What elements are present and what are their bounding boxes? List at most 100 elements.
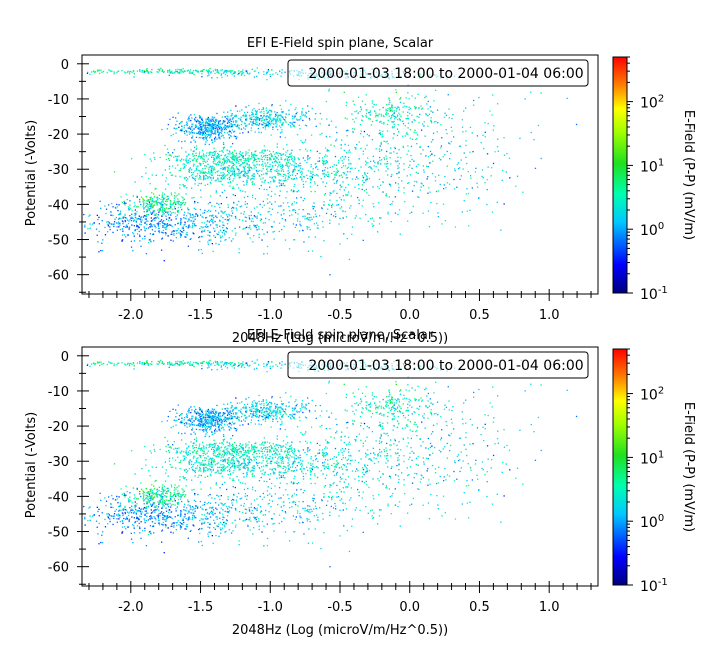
data-point: [178, 71, 181, 74]
data-point: [200, 126, 202, 128]
data-point: [222, 142, 225, 144]
data-point: [224, 239, 226, 241]
data-point: [199, 129, 201, 131]
data-point: [253, 215, 256, 217]
data-point: [198, 115, 201, 117]
data-point: [319, 112, 321, 115]
data-point: [215, 192, 217, 194]
data-point: [328, 90, 330, 92]
data-point: [323, 201, 325, 203]
data-point: [269, 124, 271, 126]
data-point: [219, 412, 221, 415]
data-point: [255, 166, 257, 169]
data-point: [168, 207, 171, 210]
data-point: [147, 207, 149, 209]
data-point: [212, 166, 214, 168]
data-point: [161, 215, 163, 217]
data-point: [119, 213, 121, 215]
data-point: [133, 363, 135, 365]
data-point: [150, 200, 152, 202]
data-point: [185, 176, 187, 179]
data-point: [171, 231, 173, 233]
data-point: [172, 174, 174, 176]
data-point: [172, 152, 174, 154]
data-point: [362, 116, 364, 118]
data-point: [279, 121, 281, 123]
data-point: [378, 150, 381, 152]
data-point: [246, 172, 248, 175]
data-point: [203, 212, 206, 214]
data-point: [445, 114, 448, 116]
data-point: [261, 170, 263, 172]
data-point: [288, 155, 290, 158]
data-point: [101, 71, 103, 73]
data-point: [224, 361, 226, 364]
data-point: [244, 165, 246, 167]
data-point: [206, 70, 208, 72]
data-point: [214, 140, 216, 142]
data-point: [223, 143, 225, 145]
data-point: [212, 420, 214, 422]
data-point: [179, 176, 181, 178]
data-point: [253, 115, 255, 118]
data-point: [219, 158, 221, 160]
data-point: [247, 152, 249, 154]
data-point: [250, 167, 252, 169]
data-point: [291, 204, 293, 206]
data-point: [371, 223, 373, 225]
data-point: [249, 237, 251, 239]
data-point: [166, 223, 169, 225]
data-point: [204, 418, 206, 420]
data-point: [301, 170, 303, 172]
data-point: [397, 183, 399, 185]
data-point: [386, 104, 388, 106]
data-point: [322, 226, 324, 228]
data-point: [243, 72, 245, 74]
data-point: [226, 196, 228, 199]
data-point: [255, 111, 258, 113]
data-point: [347, 166, 350, 168]
data-point: [246, 124, 248, 126]
data-point: [170, 427, 172, 429]
data-point: [409, 137, 411, 139]
data-point: [276, 118, 278, 120]
data-point: [365, 112, 368, 115]
data-point: [220, 174, 223, 177]
data-point: [202, 172, 204, 174]
data-point: [206, 221, 208, 223]
data-point: [348, 163, 350, 165]
data-point: [170, 174, 172, 176]
data-point: [341, 156, 343, 158]
data-point: [206, 362, 208, 364]
data-point: [241, 364, 243, 366]
data-point: [226, 367, 229, 369]
data-point: [407, 92, 409, 94]
data-point: [424, 96, 426, 99]
data-point: [194, 200, 196, 203]
data-point: [365, 175, 367, 177]
data-point: [173, 149, 175, 151]
data-point: [204, 131, 206, 133]
data-point: [411, 121, 413, 123]
data-point: [294, 121, 296, 123]
data-point: [391, 106, 393, 108]
data-point: [207, 203, 209, 205]
data-point: [211, 419, 214, 422]
data-point: [113, 73, 115, 75]
data-point: [215, 119, 217, 121]
data-point: [384, 158, 386, 161]
data-point: [177, 211, 179, 214]
data-point: [306, 161, 308, 164]
data-point: [307, 159, 309, 161]
data-point: [207, 123, 210, 125]
data-point: [231, 406, 233, 408]
data-point: [126, 71, 129, 73]
data-point: [261, 159, 263, 161]
data-point: [101, 250, 104, 252]
data-point: [210, 174, 213, 176]
data-point: [116, 203, 118, 206]
data-point: [398, 107, 400, 109]
data-point: [322, 162, 324, 164]
data-point: [203, 68, 205, 71]
data-point: [211, 152, 213, 154]
